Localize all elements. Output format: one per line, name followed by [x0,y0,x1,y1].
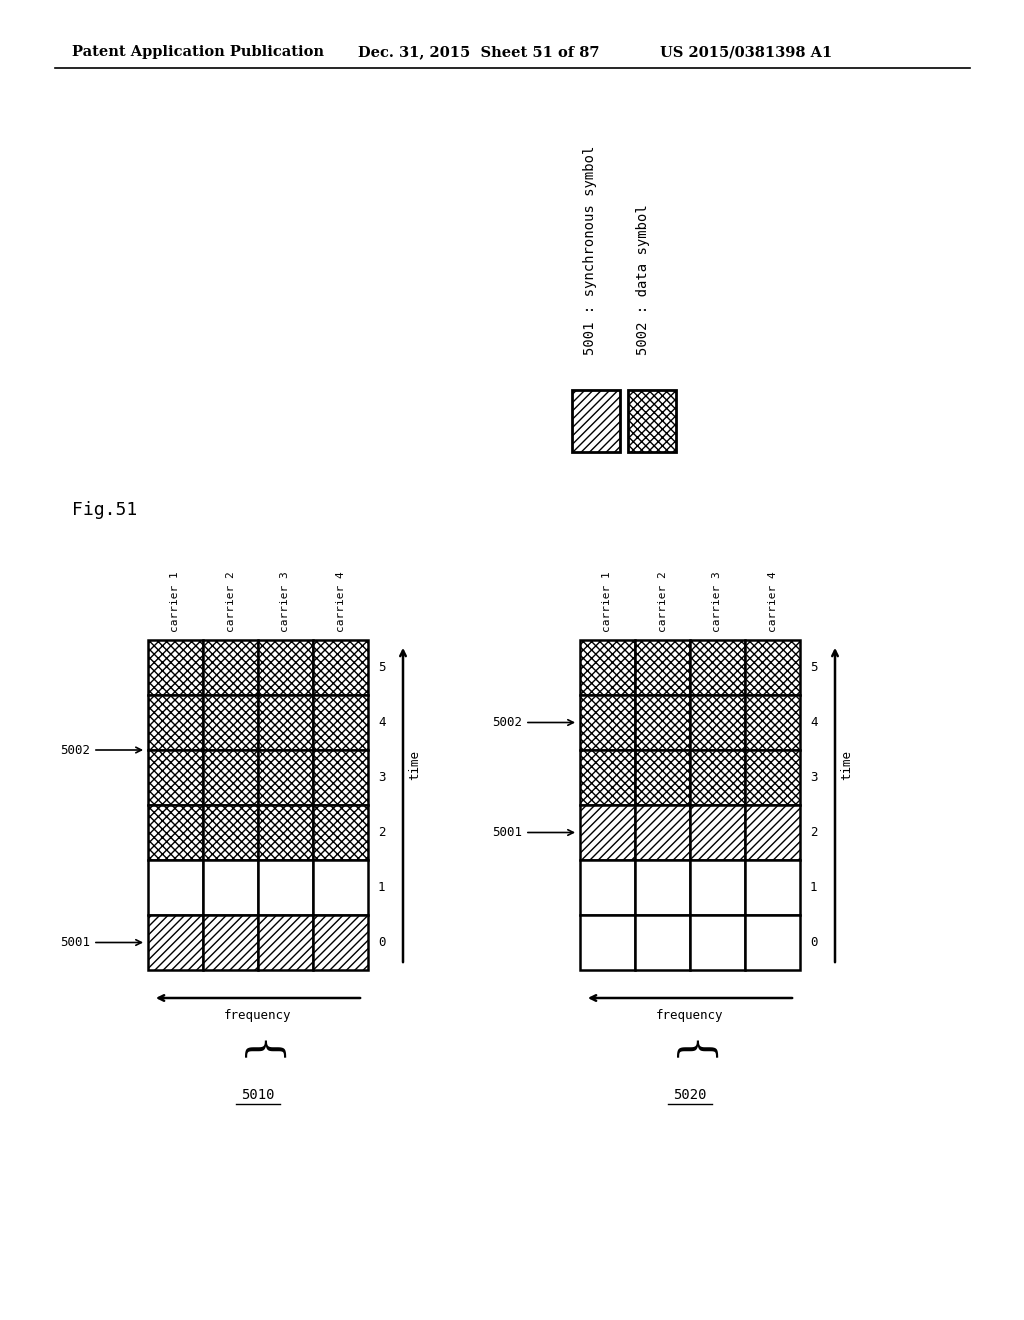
Bar [572,389,620,451]
Text: 3: 3 [378,771,385,784]
Text: 4: 4 [810,715,817,729]
Text: 3: 3 [810,771,817,784]
Text: carrier 1: carrier 1 [602,572,612,632]
Bar [635,640,690,696]
Bar [148,915,203,970]
Bar [580,750,635,805]
Bar [635,696,690,750]
Bar [580,805,635,861]
Bar [258,696,313,750]
Bar [313,750,368,805]
Bar [635,915,690,970]
Bar [690,915,745,970]
Bar [313,696,368,750]
Bar [745,861,800,915]
Bar [580,915,635,970]
Text: carrier 2: carrier 2 [657,572,668,632]
Text: 5: 5 [378,661,385,675]
Text: frequency: frequency [656,1010,724,1023]
Bar [258,861,313,915]
Bar [203,640,258,696]
Bar [628,389,676,451]
Text: 5020: 5020 [673,1088,707,1102]
Text: 2: 2 [810,826,817,840]
Bar [635,805,690,861]
Text: 0: 0 [378,936,385,949]
Bar [580,696,635,750]
Text: frequency: frequency [224,1010,292,1023]
Bar [258,915,313,970]
Bar [313,915,368,970]
Bar [635,861,690,915]
Text: 5010: 5010 [242,1088,274,1102]
Bar [148,640,203,696]
Bar [258,640,313,696]
Text: time: time [841,750,853,780]
Text: 5001: 5001 [492,826,522,840]
Bar [148,805,203,861]
Bar [148,750,203,805]
Text: Fig.51: Fig.51 [72,502,137,519]
Bar [313,805,368,861]
Bar [745,750,800,805]
Text: {: { [237,1039,280,1067]
Text: 1: 1 [810,880,817,894]
Text: 1: 1 [378,880,385,894]
Bar [203,861,258,915]
Bar [313,861,368,915]
Bar [745,805,800,861]
Bar [690,861,745,915]
Text: 5002: 5002 [492,715,522,729]
Bar [690,805,745,861]
Text: time: time [409,750,422,780]
Text: 0: 0 [810,936,817,949]
Bar [203,915,258,970]
Text: 4: 4 [378,715,385,729]
Bar [745,696,800,750]
Bar [745,915,800,970]
Bar [690,696,745,750]
Bar [148,861,203,915]
Bar [203,696,258,750]
Bar [258,805,313,861]
Text: carrier 3: carrier 3 [281,572,291,632]
Bar [635,750,690,805]
Text: 5: 5 [810,661,817,675]
Bar [580,640,635,696]
Text: 5001 : synchronous symbol: 5001 : synchronous symbol [583,145,597,355]
Text: Dec. 31, 2015  Sheet 51 of 87: Dec. 31, 2015 Sheet 51 of 87 [358,45,599,59]
Text: carrier 4: carrier 4 [336,572,345,632]
Bar [203,805,258,861]
Bar [148,696,203,750]
Text: 5002: 5002 [60,743,90,756]
Text: 2: 2 [378,826,385,840]
Text: 5001: 5001 [60,936,90,949]
Text: carrier 2: carrier 2 [225,572,236,632]
Text: US 2015/0381398 A1: US 2015/0381398 A1 [660,45,833,59]
Bar [690,640,745,696]
Bar [580,861,635,915]
Text: 5002 : data symbol: 5002 : data symbol [636,205,650,355]
Text: carrier 4: carrier 4 [768,572,777,632]
Text: carrier 3: carrier 3 [713,572,723,632]
Bar [313,640,368,696]
Bar [745,640,800,696]
Text: Patent Application Publication: Patent Application Publication [72,45,324,59]
Text: carrier 1: carrier 1 [171,572,180,632]
Text: {: { [669,1039,712,1067]
Bar [258,750,313,805]
Bar [690,750,745,805]
Bar [203,750,258,805]
